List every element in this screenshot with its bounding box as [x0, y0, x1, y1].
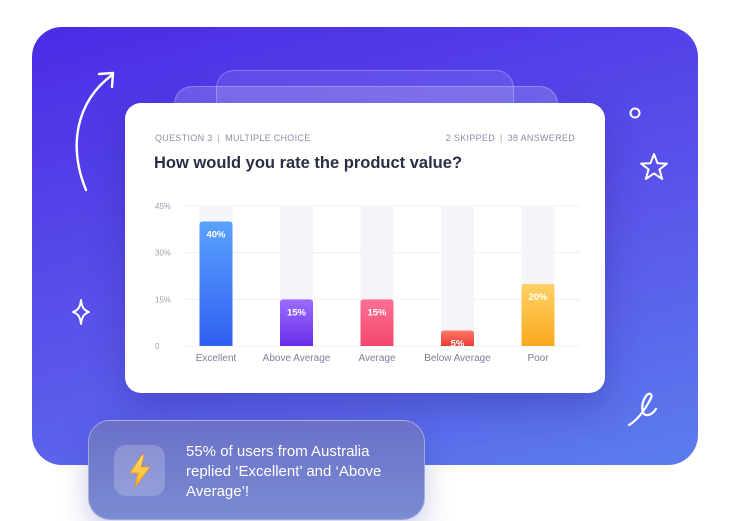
question-meta: QUESTION 3 | MULTIPLE CHOICE [155, 133, 311, 143]
bar-value-label: 40% [206, 230, 226, 241]
bar-value-label: 15% [287, 307, 307, 318]
x-category-label: Average [358, 353, 396, 364]
meta-divider: | [500, 133, 503, 143]
bar-excellent [199, 221, 233, 346]
survey-result-card: QUESTION 3 | MULTIPLE CHOICE 2 SKIPPED | 38 … [125, 103, 605, 393]
bar-track [441, 206, 474, 346]
callout-text: 55% of users from Australia replied ‘Exc… [186, 443, 382, 500]
star-icon [640, 153, 668, 180]
curved-arrow-icon [75, 71, 115, 192]
meta-divider: | [217, 133, 221, 143]
sparkle-icon [72, 299, 90, 325]
small-circle-icon [629, 107, 641, 119]
bar-value-label: 20% [528, 292, 548, 303]
question-title: How would you rate the product value? [154, 154, 463, 172]
bar-chart: 0 15% 30% 45% 40% Excellent 15% Above Average 15… [155, 202, 580, 364]
x-category-label: Above Average [263, 353, 331, 364]
question-type: MULTIPLE CHOICE [225, 133, 311, 143]
lightning-icon [129, 454, 150, 487]
bar-average [360, 299, 394, 346]
bar-below-average [441, 330, 474, 346]
bar-above-average [280, 299, 313, 346]
y-tick-label: 0 [155, 342, 160, 351]
x-category-label: Excellent [196, 353, 237, 364]
answered-count: 38 ANSWERED [507, 133, 575, 143]
squiggle-icon [627, 392, 658, 427]
skipped-count: 2 SKIPPED [445, 133, 496, 143]
bar-value-label: 15% [367, 307, 387, 318]
callout-icon-tile [114, 445, 165, 496]
question-number: QUESTION 3 [155, 133, 213, 143]
x-category-label: Poor [527, 353, 549, 364]
response-stats: 2 SKIPPED | 38 ANSWERED [446, 133, 575, 143]
y-tick-label: 15% [155, 295, 171, 304]
y-tick-label: 45% [155, 202, 171, 211]
bar-poor [521, 283, 555, 346]
x-category-label: Below Average [424, 353, 491, 364]
y-tick-label: 30% [155, 249, 171, 258]
bar-value-label: 5% [451, 338, 465, 349]
insight-callout: 55% of users from Australia replied ‘Exc… [88, 420, 425, 520]
